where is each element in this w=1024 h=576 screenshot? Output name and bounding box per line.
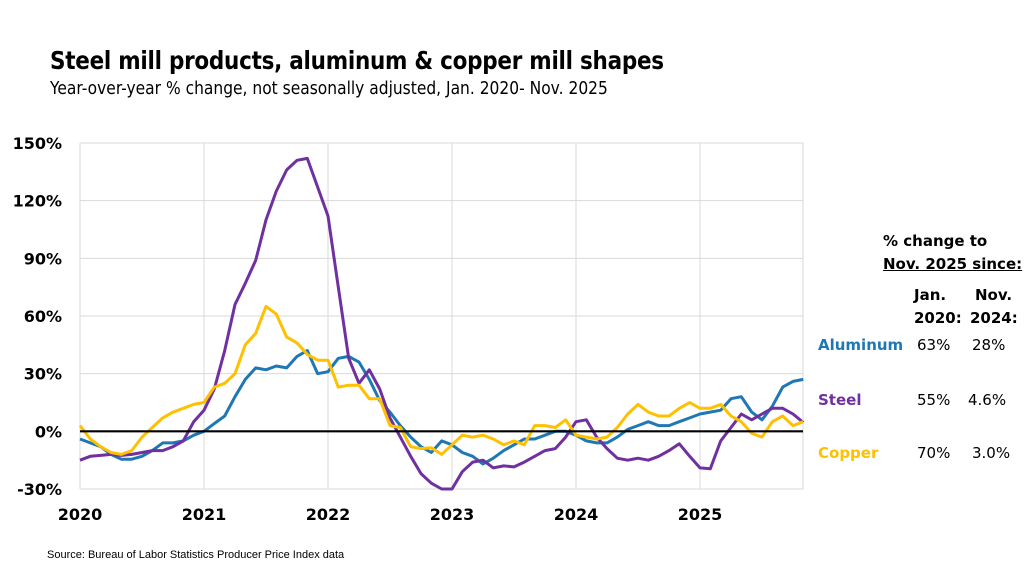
x-axis-ticks: 2020 2021 2022 2023 2024 2025 [58,505,723,524]
y-tick-label: -30% [17,480,62,499]
x-tick-label: 2024 [554,505,599,524]
copper-since-nov-2024: 3.0% [972,444,1011,462]
y-tick-label: 120% [13,192,62,211]
series-line-steel [79,156,805,491]
steel-since-nov-2024: 4.6% [968,391,1007,409]
y-tick-label: 90% [24,249,62,268]
x-tick-label: 2023 [430,505,475,524]
x-tick-label: 2021 [182,505,227,524]
col-header-nov2024-line1: Nov. [975,286,1013,304]
y-tick-label: 150% [13,134,62,153]
row-label-copper: Copper [818,444,879,462]
chart-subtitle: Year-over-year % change, not seasonally … [50,78,608,99]
series-line-aluminum [79,349,804,466]
x-tick-label: 2025 [678,505,723,524]
x-tick-label: 2020 [58,505,103,524]
x-tick-label: 2022 [306,505,351,524]
panel-heading-line1: % change to [883,232,988,250]
y-axis-ticks: -30% 0% 30% 60% 90% 120% 150% [13,134,62,499]
y-tick-label: 0% [35,422,62,441]
aluminum-since-jan-2020: 63% [917,336,951,354]
col-header-nov2024-line2: 2024: [970,309,1018,327]
series-lines [78,156,805,491]
row-label-steel: Steel [818,391,862,409]
series-line-copper [78,304,804,456]
col-header-jan2020-line1: Jan. [914,286,947,304]
steel-since-jan-2020: 55% [917,391,951,409]
copper-since-jan-2020: 70% [917,444,951,462]
aluminum-since-nov-2024: 28% [972,336,1006,354]
row-label-aluminum: Aluminum [818,336,904,354]
chart-title: Steel mill products, aluminum & copper m… [50,46,664,75]
y-tick-label: 30% [24,365,62,384]
y-tick-label: 60% [24,307,62,326]
source-note: Source: Bureau of Labor Statistics Produ… [47,549,345,561]
col-header-jan2020-line2: 2020: [914,309,962,327]
panel-heading-line2: Nov. 2025 since: [883,255,1023,273]
